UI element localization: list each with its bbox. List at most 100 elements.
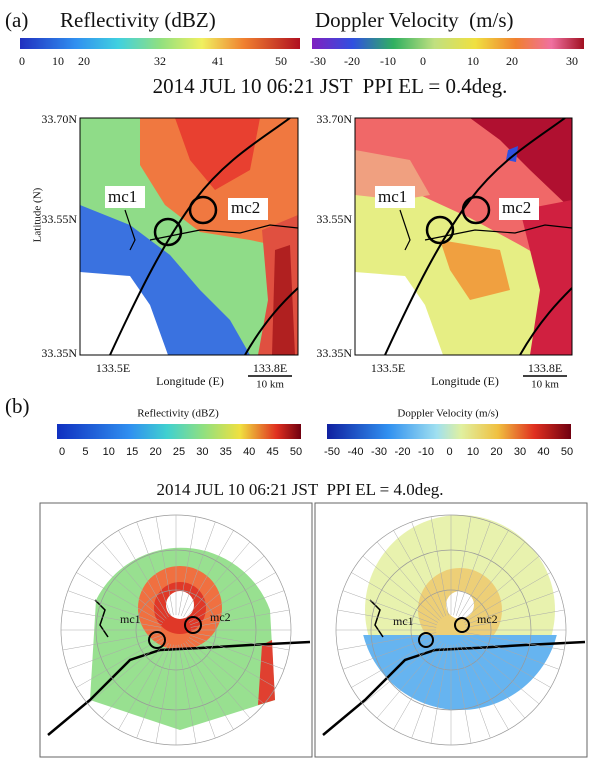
azimuth-spoke <box>376 641 442 719</box>
azimuth-spoke <box>180 644 216 739</box>
azimuth-spoke <box>87 555 165 621</box>
azimuth-spoke <box>351 572 439 623</box>
azimuth-spoke <box>411 644 447 739</box>
marker-label: mc1 <box>393 614 414 628</box>
azimuth-spoke <box>76 572 164 623</box>
azimuth-spoke <box>460 541 526 619</box>
colorbar-tick: 10 <box>467 54 479 68</box>
azimuth-spoke <box>62 632 162 651</box>
colorbar-tick: 0 <box>420 54 426 68</box>
colorbar-tick: 35 <box>220 446 232 458</box>
azimuth-spoke <box>76 637 164 688</box>
colorbar-tick: 41 <box>212 54 224 68</box>
azimuth-spoke <box>463 572 551 623</box>
azimuth-spoke <box>118 642 169 730</box>
marker-circle <box>184 616 202 634</box>
azimuth-spoke <box>62 609 162 628</box>
azimuth-spoke <box>362 639 440 705</box>
azimuth-spoke <box>185 641 251 719</box>
azimuth-spoke <box>187 555 265 621</box>
colorbar-tick: 10 <box>467 446 479 458</box>
colorbar-tick: 30 <box>514 446 526 458</box>
colorbar <box>312 38 584 49</box>
lon-tick: 133.5E <box>371 361 405 375</box>
panel-label: (b) <box>5 394 30 418</box>
colorbar-tick: -30 <box>310 54 326 68</box>
marker-circle <box>153 217 183 247</box>
lat-tick: 33.70N <box>41 112 77 126</box>
colorbar-tick: 30 <box>566 54 578 68</box>
azimuth-spoke <box>180 521 216 616</box>
azimuth-spoke <box>458 642 509 730</box>
azimuth-spoke <box>178 644 197 744</box>
colorbar-tick: -20 <box>395 446 411 458</box>
azimuth-spoke <box>67 634 162 670</box>
azimuth-spoke <box>178 516 197 616</box>
colorbar-tick: 50 <box>561 446 573 458</box>
colorbar-tick: -10 <box>418 446 434 458</box>
colorbar-title: Reflectivity (dBZ) <box>137 408 219 420</box>
marker-circle <box>418 632 434 648</box>
azimuth-spoke <box>190 609 290 628</box>
colorbar-tick: 30 <box>196 446 208 458</box>
azimuth-spoke <box>458 530 509 618</box>
colorbar-tick: -50 <box>324 446 340 458</box>
colorbar-tick: -10 <box>380 54 396 68</box>
label-box <box>499 198 539 220</box>
azimuth-spoke <box>430 516 449 616</box>
scale-label: 10 km <box>531 379 559 391</box>
colorbar-tick: 20 <box>149 446 161 458</box>
colorbar-title: Reflectivity (dBZ) <box>60 8 216 32</box>
colorbar <box>57 424 301 439</box>
azimuth-spoke <box>411 521 447 616</box>
colorbar <box>20 38 300 49</box>
label-box <box>375 186 415 208</box>
colorbar-tick: 20 <box>78 54 90 68</box>
axis-label: Longitude (E) <box>431 374 499 388</box>
azimuth-spoke <box>462 555 540 621</box>
colorbar-tick: 40 <box>537 446 549 458</box>
colorbar-tick: 20 <box>506 54 518 68</box>
colorbar-tick: 40 <box>243 446 255 458</box>
marker-label: mc2 <box>502 198 531 217</box>
panel-title: 2014 JUL 10 06:21 JST PPI EL = 0.4deg. <box>153 74 508 98</box>
map-frame <box>79 117 299 356</box>
azimuth-spoke <box>465 634 560 670</box>
colorbar-tick: -20 <box>344 54 360 68</box>
azimuth-spoke <box>465 609 565 628</box>
azimuth-spoke <box>87 639 165 705</box>
colorbar-tick: 20 <box>490 446 502 458</box>
colorbar-tick: 0 <box>19 54 25 68</box>
colorbar-tick: -40 <box>348 446 364 458</box>
azimuth-spoke <box>190 632 290 651</box>
azimuth-spoke <box>393 642 444 730</box>
marker-circle <box>425 215 455 245</box>
azimuth-spoke <box>188 637 276 688</box>
lon-tick: 133.5E <box>96 361 130 375</box>
axis-label: Latitude (N) <box>32 187 44 242</box>
colorbar-tick: 10 <box>52 54 64 68</box>
azimuth-spoke <box>190 634 285 670</box>
azimuth-spoke <box>188 572 276 623</box>
azimuth-spoke <box>185 541 251 619</box>
colorbar-tick: 50 <box>290 446 302 458</box>
azimuth-spoke <box>376 541 442 619</box>
marker-label: mc1 <box>108 187 137 206</box>
colorbar-tick: 0 <box>446 446 452 458</box>
azimuth-spoke <box>362 555 440 621</box>
azimuth-spoke <box>183 642 234 730</box>
marker-circle <box>188 195 218 225</box>
velocity-map <box>355 118 572 355</box>
azimuth-spoke <box>460 641 526 719</box>
colorbar-tick: 25 <box>173 446 185 458</box>
panel-label: (a) <box>5 8 28 32</box>
map-frame <box>354 117 573 356</box>
scale-label: 10 km <box>256 379 284 391</box>
label-box <box>105 186 145 208</box>
azimuth-spoke <box>342 590 437 626</box>
azimuth-spoke <box>118 530 169 618</box>
colorbar-tick: 15 <box>126 446 138 458</box>
marker-label: mc2 <box>477 612 498 626</box>
axis-label: Longitude (E) <box>156 374 224 388</box>
azimuth-spoke <box>337 609 437 628</box>
